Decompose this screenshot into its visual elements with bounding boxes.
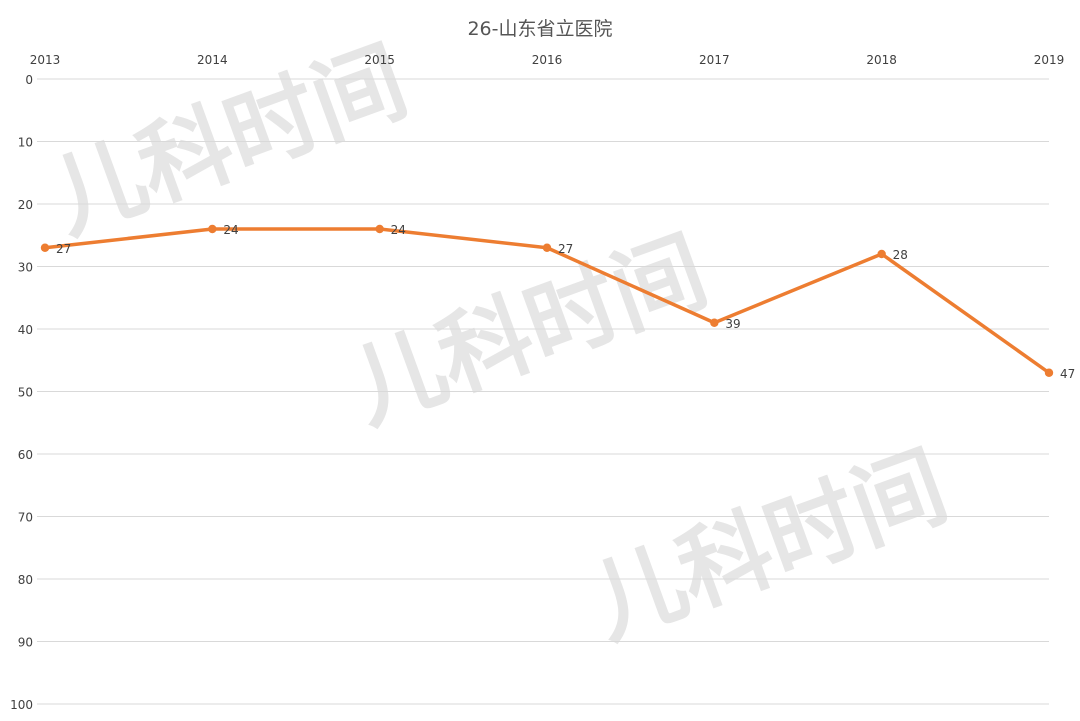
data-point: [1044, 368, 1054, 377]
x-tick-label: 2018: [866, 53, 897, 67]
data-labels-layer: 27 24 24 27 39 28 47: [56, 223, 1075, 381]
data-label: 47: [1060, 367, 1075, 381]
data-label: 27: [558, 242, 573, 256]
y-tick-label: 90: [18, 636, 33, 650]
x-axis-tick-labels: 2013 2014 2015 2016 2017 2018 2019: [30, 53, 1065, 67]
data-point: [375, 224, 384, 234]
x-tick-label: 2016: [532, 53, 563, 67]
points-layer: [40, 224, 1054, 377]
watermark-text: 儿科时间: [338, 217, 720, 443]
y-tick-label: 80: [18, 573, 33, 587]
data-label: 27: [56, 242, 71, 256]
data-label: 24: [391, 223, 406, 237]
y-tick-label: 0: [25, 73, 33, 87]
x-tick-label: 2017: [699, 53, 730, 67]
data-point: [40, 243, 50, 252]
data-label: 24: [223, 223, 238, 237]
x-tick-label: 2013: [30, 53, 61, 67]
y-tick-label: 40: [18, 323, 33, 337]
x-tick-label: 2019: [1034, 53, 1065, 67]
y-tick-label: 20: [18, 198, 33, 212]
y-tick-label: 100: [10, 698, 33, 712]
y-tick-label: 10: [18, 136, 33, 150]
data-point: [877, 249, 886, 259]
grid-lines: [37, 78, 1049, 705]
chart-title: 26-山东省立医院: [467, 18, 613, 40]
data-point: [208, 224, 217, 234]
x-tick-label: 2014: [197, 53, 228, 67]
data-label: 39: [725, 317, 740, 331]
y-tick-label: 50: [18, 386, 33, 400]
y-tick-label: 70: [18, 511, 33, 525]
y-tick-label: 60: [18, 448, 33, 462]
watermark-text: 儿科时间: [38, 27, 420, 253]
y-axis-tick-labels: 0 10 20 30 40 50 60 70 80 90 100: [10, 73, 33, 712]
data-label: 28: [893, 248, 908, 262]
data-point: [542, 243, 552, 252]
watermark-text: 儿科时间: [578, 432, 960, 658]
y-tick-label: 30: [18, 261, 33, 275]
x-tick-label: 2015: [364, 53, 395, 67]
data-point: [710, 318, 719, 327]
